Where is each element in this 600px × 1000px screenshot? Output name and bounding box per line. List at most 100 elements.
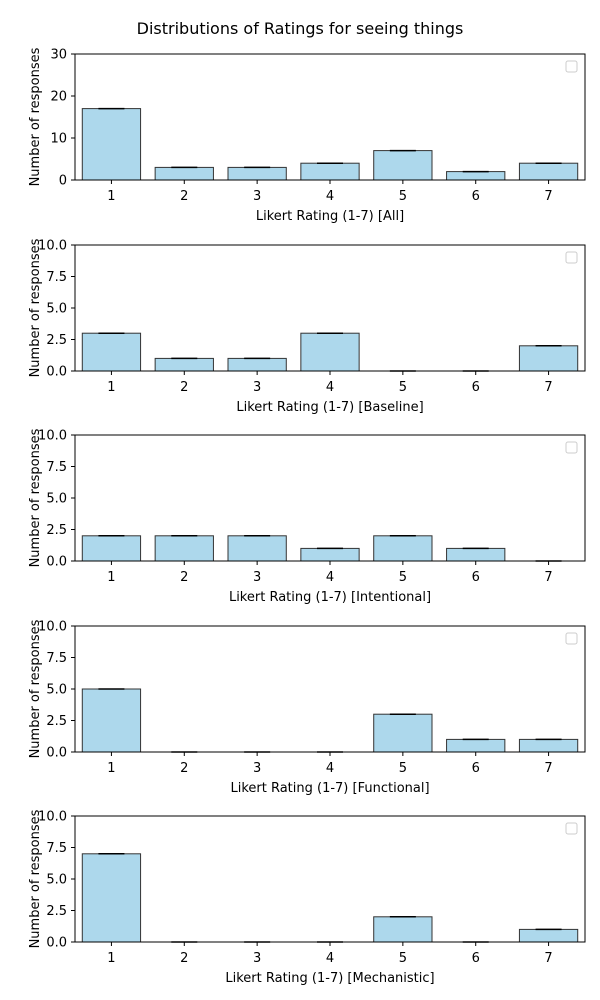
x-axis-label: Likert Rating (1-7) [Functional] <box>230 781 429 796</box>
y-tick-label: 0.0 <box>46 365 67 380</box>
x-tick-label: 2 <box>180 380 188 395</box>
bar-7 <box>518 928 579 943</box>
x-tick-label: 2 <box>180 570 188 585</box>
x-tick-label: 4 <box>326 761 334 776</box>
bar-6 <box>446 171 506 181</box>
bar-2 <box>154 535 214 562</box>
x-tick-label: 3 <box>253 951 261 966</box>
bar-7 <box>518 738 579 753</box>
y-tick-label: 2.5 <box>46 333 67 348</box>
x-tick-label: 5 <box>399 951 407 966</box>
subplot-5: 1 2 3 4 5 6 7 0.0 2.5 5.0 7.5 10.0 Likert Rating (1-… <box>28 809 586 986</box>
x-tick-label: 6 <box>472 761 480 776</box>
x-axis-label: Likert Rating (1-7) [All] <box>256 209 404 224</box>
figure-suptitle: Distributions of Ratings for seeing thin… <box>137 19 464 38</box>
x-tick-label: 5 <box>399 380 407 395</box>
bar-1 <box>81 853 142 943</box>
subplot-grid: 1 2 3 4 5 6 7 0 10 20 30 Likert Rating (1-7) [All] N… <box>28 47 586 986</box>
y-tick-label: 5.0 <box>46 873 67 888</box>
x-tick-label: 7 <box>544 189 552 204</box>
x-tick-label: 5 <box>399 570 407 585</box>
bar-5 <box>373 713 433 753</box>
x-tick-label: 4 <box>326 189 334 204</box>
legend-box <box>565 632 578 645</box>
x-tick-label: 7 <box>544 761 552 776</box>
bar-5 <box>373 916 433 943</box>
y-tick-label: 10.0 <box>38 239 67 254</box>
y-tick-label: 20 <box>50 90 67 105</box>
y-tick-label: 5.0 <box>46 302 67 317</box>
x-tick-label: 1 <box>107 189 115 204</box>
bar-4 <box>300 332 360 372</box>
bar-3 <box>227 166 287 181</box>
x-tick-label: 3 <box>253 570 261 585</box>
bar-5 <box>373 535 433 562</box>
legend-box <box>565 822 578 835</box>
bar-1 <box>81 108 142 181</box>
x-tick-label: 3 <box>253 380 261 395</box>
subplot-3: 1 2 3 4 5 6 7 0.0 2.5 5.0 7.5 10.0 Likert Rating (1-… <box>28 428 586 605</box>
x-tick-label: 1 <box>107 951 115 966</box>
bar-1 <box>81 332 142 372</box>
x-tick-label: 6 <box>472 189 480 204</box>
y-axis-label: Number of responses <box>28 428 43 567</box>
x-tick-label: 2 <box>180 951 188 966</box>
x-axis-label: Likert Rating (1-7) [Baseline] <box>236 400 423 415</box>
y-tick-label: 5.0 <box>46 683 67 698</box>
x-axis-label: Likert Rating (1-7) [Intentional] <box>229 590 431 605</box>
x-tick-label: 1 <box>107 570 115 585</box>
x-tick-label: 6 <box>472 380 480 395</box>
x-tick-label: 1 <box>107 761 115 776</box>
x-tick-label: 5 <box>399 761 407 776</box>
legend-box <box>565 60 578 73</box>
x-tick-label: 7 <box>544 380 552 395</box>
x-tick-label: 7 <box>544 951 552 966</box>
x-tick-label: 4 <box>326 570 334 585</box>
y-axis-label: Number of responses <box>28 619 43 758</box>
bar-4 <box>300 547 360 562</box>
bar-4 <box>300 162 360 181</box>
y-tick-label: 0 <box>59 174 67 189</box>
x-tick-label: 3 <box>253 189 261 204</box>
subplot-1: 1 2 3 4 5 6 7 0 10 20 30 Likert Rating (1-7) [All] N… <box>28 47 586 224</box>
y-tick-label: 10.0 <box>38 810 67 825</box>
x-tick-label: 3 <box>253 761 261 776</box>
bar-3 <box>227 535 287 562</box>
bar-2 <box>154 357 214 372</box>
y-tick-label: 2.5 <box>46 714 67 729</box>
y-tick-label: 2.5 <box>46 523 67 538</box>
bar-7 <box>518 162 579 181</box>
x-tick-label: 6 <box>472 570 480 585</box>
y-tick-label: 7.5 <box>46 270 67 285</box>
x-tick-label: 6 <box>472 951 480 966</box>
legend-box <box>565 251 578 264</box>
y-tick-label: 7.5 <box>46 460 67 475</box>
y-axis-label: Number of responses <box>28 47 43 186</box>
y-tick-label: 5.0 <box>46 492 67 507</box>
bar-5 <box>373 150 433 181</box>
x-tick-label: 4 <box>326 951 334 966</box>
bar-2 <box>154 166 214 181</box>
subplot-2: 1 2 3 4 5 6 7 0.0 2.5 5.0 7.5 10.0 Likert Rating (1-… <box>28 238 586 415</box>
x-tick-label: 2 <box>180 761 188 776</box>
y-tick-label: 0.0 <box>46 936 67 951</box>
subplot-4: 1 2 3 4 5 6 7 0.0 2.5 5.0 7.5 10.0 Likert Rating (1-… <box>28 619 586 796</box>
y-tick-label: 10.0 <box>38 429 67 444</box>
bar-6 <box>446 547 506 562</box>
bar-1 <box>81 688 142 753</box>
bar-1 <box>81 535 142 562</box>
bar-6 <box>446 738 506 753</box>
y-tick-label: 7.5 <box>46 841 67 856</box>
bar-3 <box>227 357 287 372</box>
y-tick-label: 10 <box>50 132 67 147</box>
x-tick-label: 4 <box>326 380 334 395</box>
x-tick-label: 7 <box>544 570 552 585</box>
y-tick-label: 2.5 <box>46 904 67 919</box>
y-axis-label: Number of responses <box>28 809 43 948</box>
x-tick-label: 5 <box>399 189 407 204</box>
y-tick-label: 10.0 <box>38 620 67 635</box>
y-tick-label: 30 <box>50 48 67 63</box>
y-tick-label: 0.0 <box>46 555 67 570</box>
bar-7 <box>518 345 579 372</box>
legend-box <box>565 441 578 454</box>
